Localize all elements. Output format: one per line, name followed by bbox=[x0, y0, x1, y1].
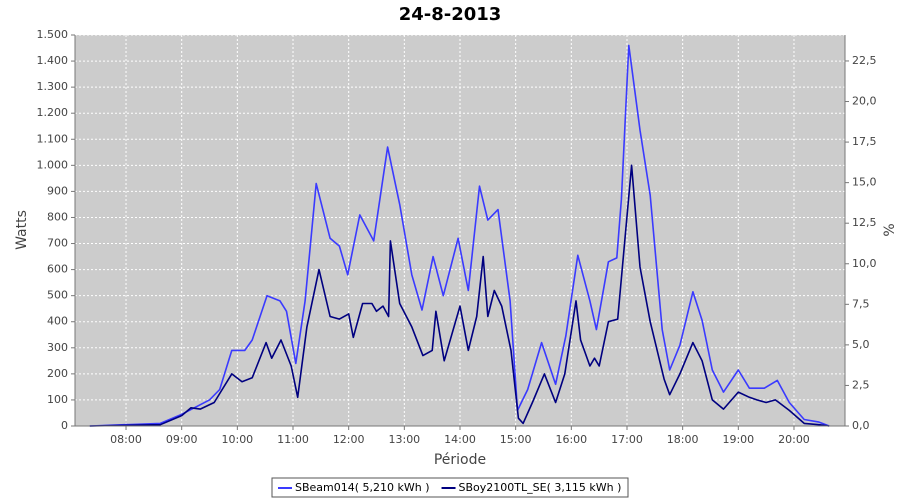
x-tick-label: 11:00 bbox=[277, 433, 309, 446]
y-tick-label: 300 bbox=[47, 341, 68, 354]
y2-tick-label: 12,5 bbox=[852, 216, 877, 229]
series-line bbox=[89, 164, 830, 427]
y2-tick-label: 5,0 bbox=[852, 338, 870, 351]
x-tick-label: 15:00 bbox=[500, 433, 532, 446]
y-tick-label: 600 bbox=[47, 263, 68, 276]
chart-title: 24-8-2013 bbox=[399, 4, 502, 25]
x-tick-label: 19:00 bbox=[722, 433, 754, 446]
series-line bbox=[89, 44, 830, 427]
y2-tick-label: 2,5 bbox=[852, 378, 870, 391]
y-tick-label: 200 bbox=[47, 367, 68, 380]
x-tick-label: 17:00 bbox=[611, 433, 643, 446]
y2-tick-label: 15,0 bbox=[852, 176, 877, 189]
y-tick-label: 400 bbox=[47, 315, 68, 328]
x-tick-label: 12:00 bbox=[333, 433, 365, 446]
legend-label: SBeam014( 5,210 kWh ) bbox=[295, 481, 430, 494]
y-tick-label: 1.100 bbox=[37, 132, 69, 145]
y2-tick-label: 17,5 bbox=[852, 135, 877, 148]
y2-tick-label: 10,0 bbox=[852, 257, 877, 270]
y2-axis-label: % bbox=[882, 223, 898, 236]
y-tick-label: 700 bbox=[47, 237, 68, 250]
y-tick-label: 500 bbox=[47, 289, 68, 302]
y-tick-label: 100 bbox=[47, 393, 68, 406]
lines bbox=[89, 44, 830, 427]
x-tick-label: 13:00 bbox=[388, 433, 420, 446]
y-tick-label: 800 bbox=[47, 210, 68, 223]
y-axis-label: Watts bbox=[14, 210, 30, 250]
grid bbox=[75, 34, 845, 427]
x-tick-label: 10:00 bbox=[221, 433, 253, 446]
y2-tick-label: 22,5 bbox=[852, 54, 877, 67]
y-tick-label: 1.400 bbox=[37, 54, 69, 67]
y2-tick-label: 7,5 bbox=[852, 297, 870, 310]
x-tick-label: 14:00 bbox=[444, 433, 476, 446]
y2-tick-label: 0,0 bbox=[852, 419, 870, 432]
y-tick-label: 1.200 bbox=[37, 106, 69, 119]
y-tick-label: 1.300 bbox=[37, 80, 69, 93]
y2-tick-label: 20,0 bbox=[852, 95, 877, 108]
x-tick-label: 08:00 bbox=[110, 433, 142, 446]
x-tick-label: 16:00 bbox=[555, 433, 587, 446]
y-tick-label: 1.000 bbox=[37, 158, 69, 171]
y-tick-label: 0 bbox=[61, 419, 68, 432]
x-tick-label: 09:00 bbox=[166, 433, 198, 446]
legend-label: SBoy2100TL_SE( 3,115 kWh ) bbox=[459, 481, 622, 494]
x-tick-label: 20:00 bbox=[778, 433, 810, 446]
y-tick-label: 1.500 bbox=[37, 28, 69, 41]
y-tick-label: 900 bbox=[47, 184, 68, 197]
x-tick-label: 18:00 bbox=[667, 433, 699, 446]
x-axis-label: Période bbox=[434, 452, 486, 468]
